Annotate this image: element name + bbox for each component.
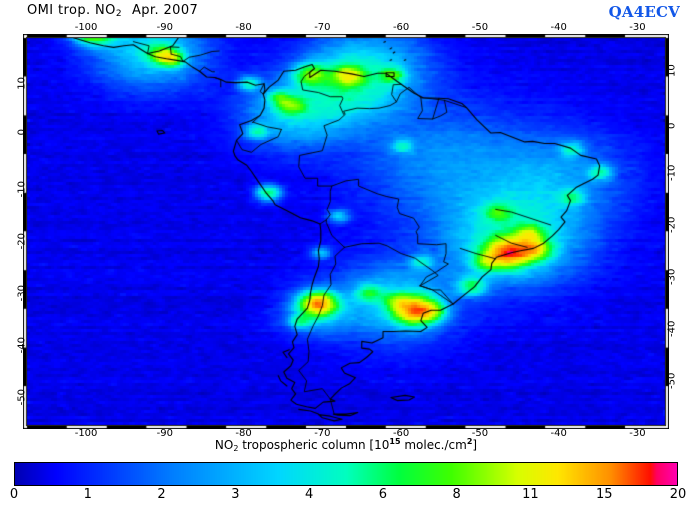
colorbar-tick: 15 xyxy=(595,487,613,502)
figure-title: OMI trop. NO2 Apr. 2007 xyxy=(27,3,199,19)
title-species: OMI trop. NO xyxy=(27,3,116,18)
title-subscript: 2 xyxy=(115,9,122,19)
qa4ecv-logo: QA4ECV xyxy=(608,3,680,21)
axis-tick-left: 10 xyxy=(16,76,28,90)
colorbar-gradient xyxy=(15,463,677,485)
axis-tick-top: -50 xyxy=(471,22,489,33)
axis-tick-right: -50 xyxy=(666,372,678,389)
colorbar-tick: 6 xyxy=(378,487,388,502)
axis-tick-top: -30 xyxy=(629,22,646,33)
axis-tick-right: -40 xyxy=(666,320,678,337)
no2-heatmap-canvas xyxy=(27,38,665,425)
axis-tick-left: -30 xyxy=(16,284,28,302)
axis-tick-right: -30 xyxy=(666,268,678,285)
axis-tick-left: -50 xyxy=(16,388,28,405)
axis-tick-top: -90 xyxy=(156,22,173,33)
axis-tick-right: -10 xyxy=(666,164,678,181)
axis-tick-bottom: -80 xyxy=(235,428,252,439)
axis-tick-top: -40 xyxy=(550,22,567,33)
colorbar-tick: 20 xyxy=(669,487,687,502)
colorbar-tick: 0 xyxy=(9,487,19,502)
axis-tick-bottom: -60 xyxy=(392,428,410,439)
colorbar xyxy=(14,462,678,486)
axis-tick-bottom: -100 xyxy=(74,428,98,439)
axis-tick-bottom: -30 xyxy=(629,428,646,439)
colorbar-tick: 3 xyxy=(231,487,240,502)
axis-tick-bottom: -70 xyxy=(314,428,331,439)
colorbar-tick: 1 xyxy=(83,487,92,502)
map-plot-area xyxy=(27,38,665,425)
colorbar-tick: 2 xyxy=(157,487,166,502)
axis-tick-top: -60 xyxy=(392,22,410,33)
axis-tick-left: 0 xyxy=(16,128,28,136)
colorbar-tick: 4 xyxy=(304,487,314,502)
colorbar-tick: 8 xyxy=(452,487,461,502)
axis-tick-top: -70 xyxy=(314,22,331,33)
axis-tick-left: -10 xyxy=(16,180,28,198)
axis-tick-bottom: -50 xyxy=(471,428,489,439)
axis-tick-left: -40 xyxy=(16,336,28,354)
axis-tick-bottom: -90 xyxy=(156,428,173,439)
axis-tick-right: 0 xyxy=(666,122,678,129)
axis-tick-bottom: -40 xyxy=(550,428,567,439)
axis-tick-right: 10 xyxy=(666,64,678,77)
title-period: Apr. 2007 xyxy=(131,3,199,18)
axis-tick-left: -20 xyxy=(16,232,28,250)
axis-tick-right: -20 xyxy=(666,216,678,233)
colorbar-tick: 11 xyxy=(522,487,539,502)
colorbar-axis-label: NO2 tropospheric column [1015 molec./cm2… xyxy=(214,437,478,453)
axis-tick-top: -100 xyxy=(74,22,98,33)
axis-tick-top: -80 xyxy=(235,22,252,33)
